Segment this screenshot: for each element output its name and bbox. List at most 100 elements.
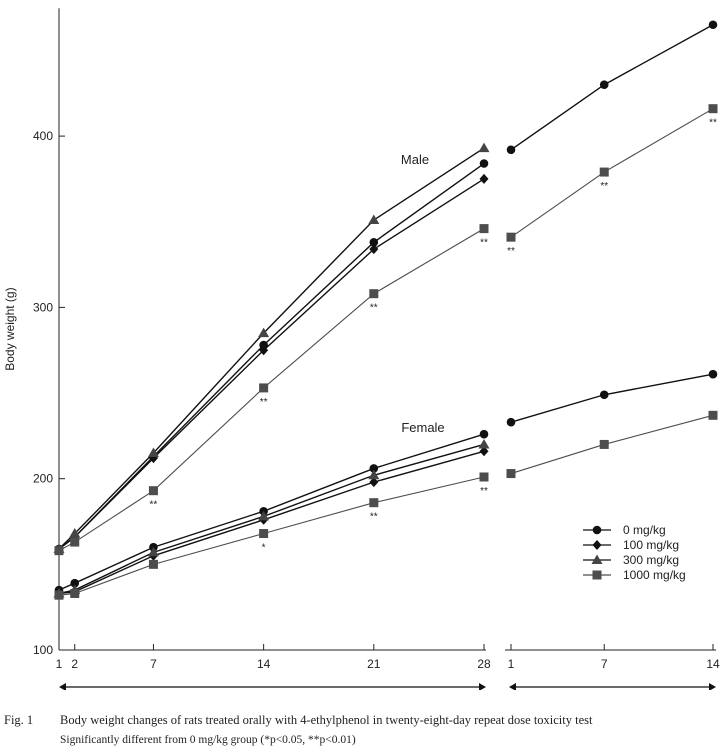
figure-label: Fig. 1 [4, 713, 34, 727]
significance-mark: ** [709, 118, 717, 129]
series-line-male-0-mg-kgadministration [58, 162, 485, 550]
legend-label: 100 mg/kg [623, 538, 679, 552]
x-tick-label: 7 [601, 657, 608, 671]
data-point-female-1000-mg-kgadministration [148, 559, 158, 569]
data-point-male-1000-mg-kgrecovery [708, 104, 718, 114]
figure-caption: Fig. 1 Body weight changes of rats treate… [4, 713, 720, 746]
data-point-female-1000-mg-kgadministration [369, 498, 379, 508]
data-point-male-300-mg-kgadministration [478, 142, 490, 153]
data-point-female-0-mg-kgrecovery [506, 417, 516, 427]
arrow-head-right [709, 683, 716, 690]
x-tick-label: 2 [71, 657, 78, 671]
significance-mark: ** [370, 512, 378, 523]
x-tick-label: 14 [706, 657, 720, 671]
significance-mark: ** [480, 238, 488, 249]
arrow-head-left [59, 683, 66, 690]
data-point-female-300-mg-kgadministration [147, 546, 159, 557]
male-group-label: Male [401, 152, 429, 167]
legend-marker-triangle [591, 554, 603, 564]
data-point-female-1000-mg-kgadministration [259, 529, 269, 539]
data-point-male-1000-mg-kgrecovery [506, 232, 516, 242]
significance-mark: ** [150, 500, 158, 511]
data-point-male-1000-mg-kgadministration [479, 224, 489, 234]
x-tick-label: 1 [56, 657, 63, 671]
data-point-female-300-mg-kgadministration [258, 510, 270, 521]
data-point-female-100-mg-kgadministration [369, 477, 379, 488]
figure-title: Body weight changes of rats treated oral… [60, 713, 593, 727]
data-point-male-0-mg-kgrecovery [599, 80, 609, 90]
significance-mark: ** [507, 246, 515, 257]
series-line-male-100-mg-kgadministration [58, 178, 485, 550]
x-tick-label: 28 [477, 657, 491, 671]
data-point-male-1000-mg-kgadministration [70, 537, 80, 547]
data-point-female-1000-mg-kgrecovery [506, 469, 516, 479]
data-point-male-1000-mg-kgadministration [148, 486, 158, 496]
data-point-female-0-mg-kgadministration [70, 578, 80, 588]
data-point-female-1000-mg-kgrecovery [599, 439, 609, 449]
legend-marker-square [592, 570, 602, 580]
legend-label: 0 mg/kg [623, 523, 666, 537]
legend-label: 300 mg/kg [623, 553, 679, 567]
series-line-male-1000-mg-kgadministration [58, 228, 485, 552]
data-point-female-0-mg-kgrecovery [708, 369, 718, 379]
y-tick-label: 200 [33, 472, 53, 486]
series-markers [53, 20, 718, 600]
female-group-label: Female [401, 420, 444, 435]
y-tick-label: 400 [33, 129, 53, 143]
series-line-female-0-mg-kgrecovery [510, 373, 714, 423]
series-line-female-300-mg-kgadministration [58, 443, 485, 595]
data-point-female-1000-mg-kgadministration [54, 590, 64, 600]
data-point-female-1000-mg-kgrecovery [708, 410, 718, 420]
legend-marker-diamond [592, 540, 602, 550]
x-tick-label: 14 [257, 657, 271, 671]
significance-mark: ** [370, 303, 378, 314]
legend-marker-circle [592, 525, 602, 535]
significance-mark: ** [480, 486, 488, 497]
series-line-female-100-mg-kgadministration [58, 450, 485, 595]
data-point-male-0-mg-kgadministration [369, 238, 379, 247]
data-point-male-1000-mg-kgadministration [54, 546, 64, 556]
data-point-female-100-mg-kgadministration [479, 446, 489, 457]
data-point-female-300-mg-kgadministration [478, 438, 490, 449]
data-point-male-300-mg-kgadministration [368, 214, 380, 225]
data-point-male-0-mg-kgrecovery [708, 20, 718, 30]
x-tick-label: 1 [508, 657, 515, 671]
data-point-male-300-mg-kgadministration [258, 327, 270, 338]
significance-mark: ** [600, 181, 608, 192]
data-point-female-1000-mg-kgadministration [70, 588, 80, 598]
data-point-male-1000-mg-kgadministration [369, 289, 379, 299]
series-line-female-1000-mg-kgrecovery [510, 414, 714, 475]
arrow-head-left [509, 683, 516, 690]
data-point-female-300-mg-kgadministration [368, 469, 380, 480]
data-point-female-0-mg-kgadministration [479, 429, 489, 439]
data-point-female-0-mg-kgrecovery [599, 390, 609, 400]
y-axis-title: Body weight (g) [3, 287, 17, 370]
series-line-male-0-mg-kgrecovery [510, 24, 714, 151]
series-line-female-1000-mg-kgadministration [58, 476, 485, 596]
data-point-male-0-mg-kgadministration [259, 340, 268, 350]
x-tick-label: 7 [150, 657, 157, 671]
arrow-head-right [479, 683, 486, 690]
data-point-male-1000-mg-kgrecovery [599, 167, 609, 177]
data-point-male-0-mg-kgrecovery [506, 145, 516, 155]
data-point-female-1000-mg-kgadministration [479, 472, 489, 482]
data-point-male-100-mg-kgadministration [369, 244, 379, 255]
data-point-male-100-mg-kgadministration [259, 345, 269, 356]
data-point-male-300-mg-kgadministration [147, 447, 159, 458]
data-point-male-100-mg-kgadministration [479, 173, 489, 184]
data-point-female-0-mg-kgadministration [369, 464, 379, 473]
y-tick-label: 300 [33, 300, 53, 314]
data-point-male-1000-mg-kgadministration [259, 383, 269, 393]
significance-note: Significantly different from 0 mg/kg gro… [60, 734, 356, 746]
significance-mark: * [262, 543, 266, 554]
x-tick-label: 21 [367, 657, 381, 671]
legend-label: 1000 mg/kg [623, 568, 686, 582]
y-tick-label: 100 [33, 643, 53, 657]
significance-mark: ** [260, 397, 268, 408]
data-point-male-300-mg-kgadministration [69, 528, 81, 538]
data-point-male-0-mg-kgadministration [479, 159, 489, 168]
